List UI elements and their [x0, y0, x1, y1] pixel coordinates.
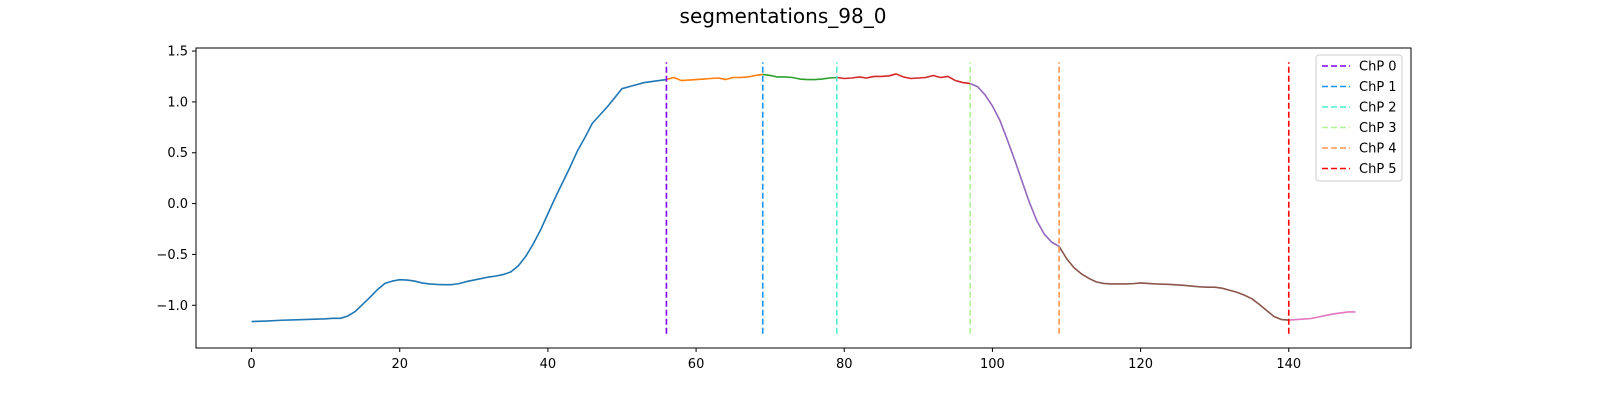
- plot-area-frame: [195, 47, 1412, 349]
- chart-title: segmentations_98_0: [680, 4, 887, 28]
- legend-label-2: ChP 2: [1359, 101, 1397, 116]
- x-tick-label: 80: [836, 357, 853, 372]
- series-segment-2: [762, 73, 837, 81]
- series-segment-4: [969, 82, 1060, 248]
- y-tick-label: 1.0: [167, 95, 188, 110]
- y-tick-label: 1.5: [167, 45, 188, 60]
- series-segment-5: [1058, 245, 1289, 321]
- x-tick-label: 60: [688, 357, 705, 372]
- x-tick-label: 20: [391, 357, 408, 372]
- legend-label-1: ChP 1: [1359, 80, 1397, 95]
- legend-label-3: ChP 3: [1359, 121, 1397, 136]
- y-axis: −1.0 −0.5 0.0 0.5 1.0 1.5: [156, 45, 196, 314]
- y-tick-label: −1.0: [156, 299, 188, 314]
- series-segment-3: [836, 73, 971, 85]
- y-tick-label: 0.0: [167, 197, 188, 212]
- legend-box: [1315, 54, 1403, 182]
- x-tick-label: 40: [540, 357, 557, 372]
- changepoint-layer: [665, 62, 1290, 334]
- series-segment-1: [666, 73, 763, 82]
- legend-label-0: ChP 0: [1359, 60, 1397, 75]
- legend-items: ChP 0 ChP 1 ChP 2 ChP 3 ChP 4 ChP 5: [1322, 60, 1397, 177]
- x-axis: 0 20 40 60 80 100 120 140: [247, 348, 1301, 372]
- legend-label-4: ChP 4: [1359, 142, 1397, 157]
- y-tick-label: −0.5: [156, 248, 188, 263]
- y-tick-label: 0.5: [167, 146, 188, 161]
- legend-label-5: ChP 5: [1359, 162, 1397, 177]
- series-segment-6: [1288, 311, 1356, 321]
- series-segment-0: [251, 78, 667, 323]
- x-tick-label: 140: [1276, 357, 1301, 372]
- x-tick-label: 120: [1128, 357, 1153, 372]
- series-layer: [251, 73, 1356, 323]
- x-tick-label: 100: [980, 357, 1005, 372]
- x-tick-label: 0: [247, 357, 255, 372]
- legend: ChP 0 ChP 1 ChP 2 ChP 3 ChP 4 ChP 5: [1315, 54, 1403, 182]
